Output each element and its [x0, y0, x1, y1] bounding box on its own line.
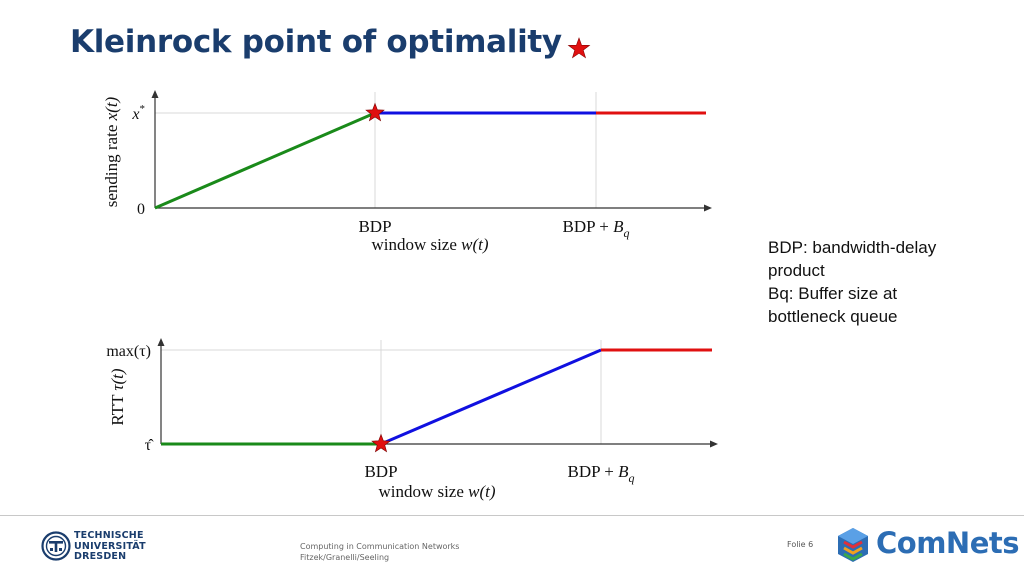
- x-tick-label: BDP: [358, 217, 391, 236]
- y-axis-label: sending rate x(t): [102, 96, 121, 207]
- optimum-star-marker: [371, 433, 391, 453]
- series-line: [380, 348, 602, 446]
- course-authors: Fitzek/Granelli/Seeling: [300, 553, 390, 562]
- y-axis-arrow: [157, 338, 165, 346]
- legend-note: BDP: bandwidth-delay product Bq: Buffer …: [768, 236, 1008, 328]
- legend-line: bottleneck queue: [768, 307, 898, 326]
- y-tick-label: 0: [137, 201, 145, 218]
- charts-area: BDP BDP + Bq 0 x* window size w(t) sending ra…: [102, 90, 718, 501]
- tud-wordmark: TECHNISCHE UNIVERSITÄT DRESDEN: [74, 530, 146, 563]
- series-line: [154, 111, 376, 210]
- slide-number: Folie 6: [787, 540, 814, 549]
- y-axis-label: RTT τ(t): [108, 368, 127, 426]
- x-tick-label: BDP + Bq: [568, 462, 635, 485]
- x-axis-arrow: [710, 440, 718, 448]
- optimum-star-marker: [365, 102, 385, 122]
- slide-title: Kleinrock point of optimality: [70, 24, 562, 60]
- star-icon: [567, 37, 591, 59]
- y-tick-label: x*: [131, 103, 145, 123]
- comnets-cube-icon: [838, 528, 868, 562]
- x-tick-label: BDP: [364, 462, 397, 481]
- tud-line: TECHNISCHE: [74, 530, 144, 541]
- y-tick-label: max(τ): [106, 343, 151, 360]
- x-axis-arrow: [704, 204, 712, 212]
- legend-line: Bq: Buffer size at: [768, 284, 898, 303]
- tud-line: DRESDEN: [74, 551, 127, 562]
- x-axis-label: window size w(t): [371, 235, 488, 254]
- footer-divider: [0, 515, 1024, 516]
- tud-line: UNIVERSITÄT: [74, 540, 146, 552]
- comnets-brand: ComNets: [876, 526, 1020, 560]
- legend-line: product: [768, 261, 825, 280]
- legend-line: BDP: bandwidth-delay: [768, 238, 937, 257]
- y-axis-arrow: [151, 90, 159, 98]
- x-tick-label: BDP + Bq: [563, 217, 630, 240]
- x-axis-label: window size w(t): [378, 482, 495, 501]
- course-info: Computing in Communication Networks Fitz…: [300, 541, 459, 563]
- course-title: Computing in Communication Networks: [300, 542, 460, 551]
- tud-logo-icon: [41, 531, 71, 561]
- y-tick-label: τ̂: [145, 437, 154, 454]
